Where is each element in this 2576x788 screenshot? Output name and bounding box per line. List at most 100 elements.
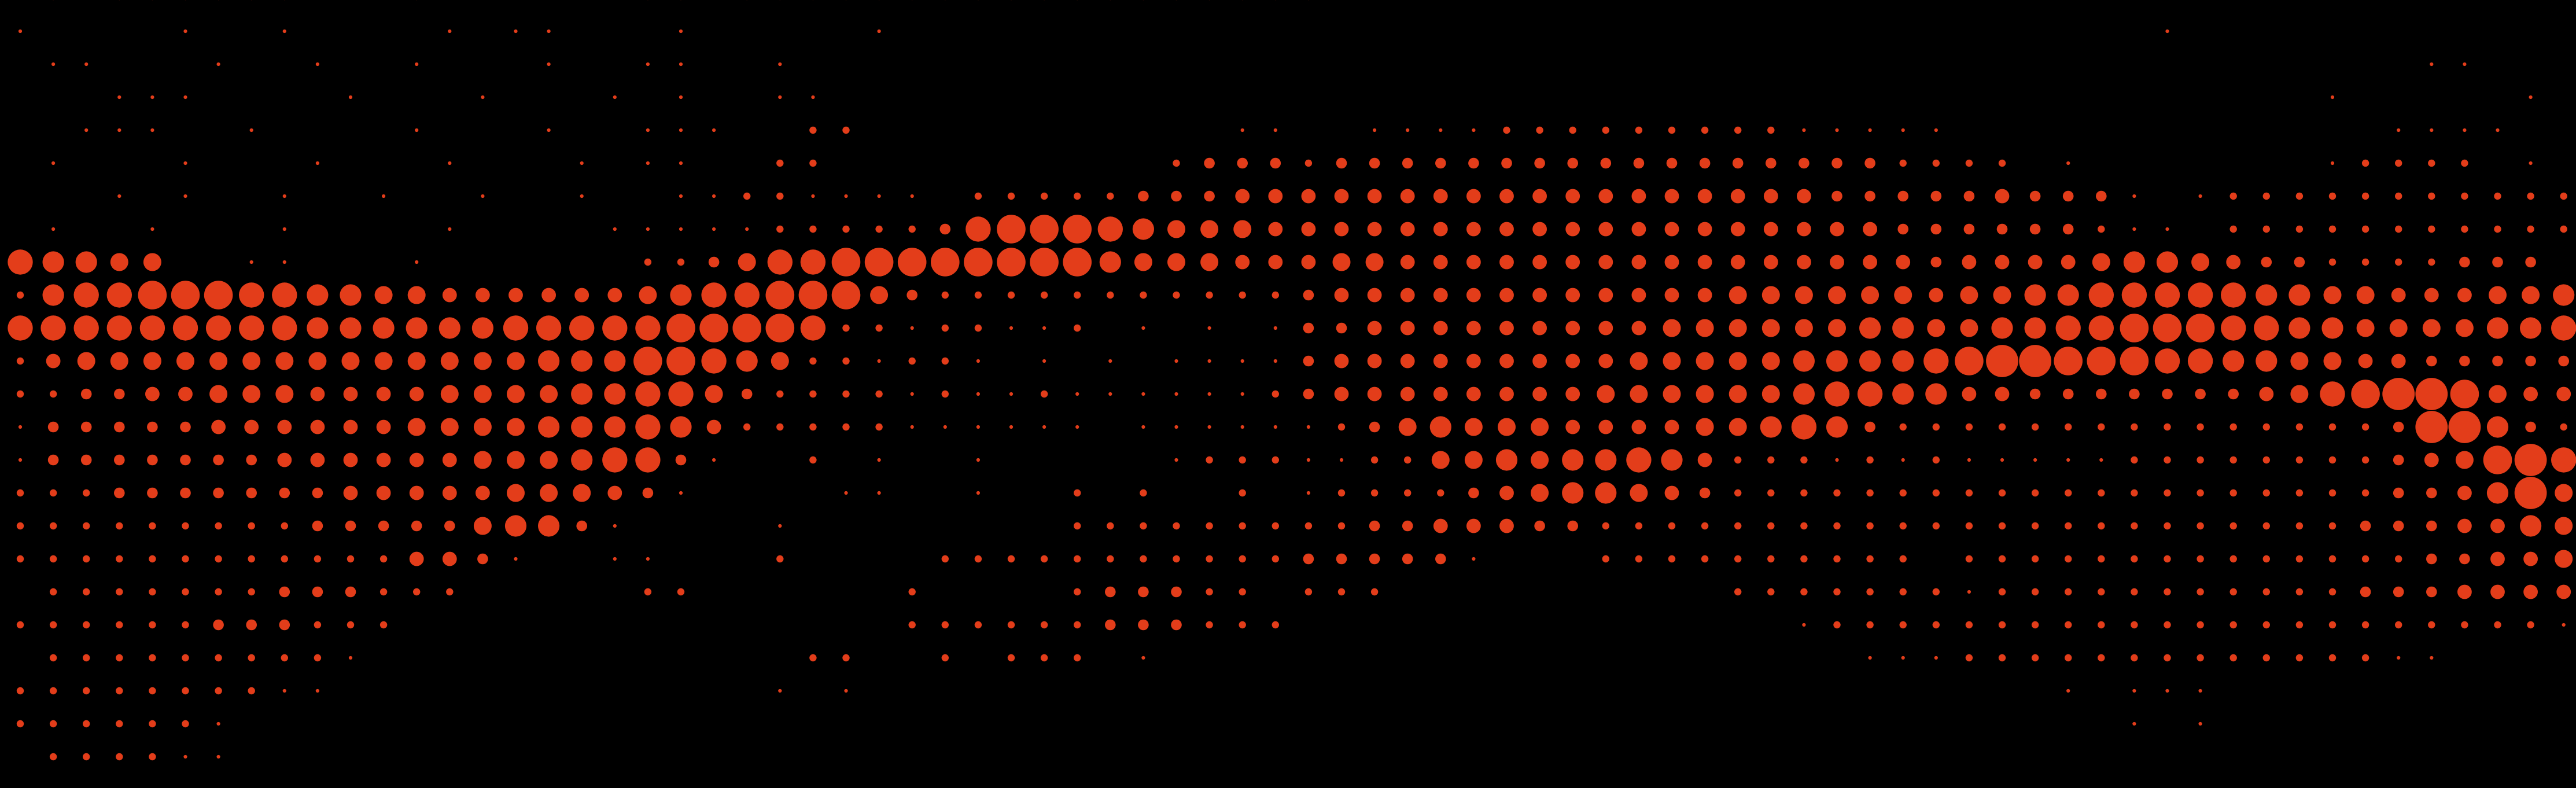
halftone-dot xyxy=(110,253,128,271)
halftone-dot xyxy=(1696,385,1714,403)
halftone-dot xyxy=(2262,456,2270,464)
halftone-dot xyxy=(374,286,393,304)
halftone-dot xyxy=(1965,489,1973,497)
halftone-dot xyxy=(1400,354,1415,369)
halftone-dot xyxy=(1400,255,1415,270)
halftone-dot xyxy=(2164,489,2171,497)
halftone-dot xyxy=(573,484,591,502)
halftone-dot xyxy=(1367,354,1382,369)
halftone-dot xyxy=(1831,190,1842,202)
halftone-dot xyxy=(2494,192,2501,200)
halftone-dot xyxy=(1797,189,1811,204)
halftone-dot xyxy=(547,29,551,34)
halftone-dot xyxy=(1602,555,1609,563)
halftone-dot xyxy=(864,248,894,277)
halftone-dot xyxy=(1466,288,1481,303)
halftone-dot xyxy=(1301,255,1316,270)
halftone-dot xyxy=(1835,458,1839,462)
halftone-dot xyxy=(1040,555,1048,563)
halftone-dot xyxy=(182,522,189,530)
halftone-dot xyxy=(767,249,793,275)
halftone-dot xyxy=(1239,489,1246,497)
halftone-dot xyxy=(2229,555,2237,563)
halftone-dot xyxy=(2551,447,2576,473)
halftone-dot xyxy=(1306,458,1310,462)
halftone-dot xyxy=(2295,555,2304,563)
halftone-dot xyxy=(1400,222,1415,237)
halftone-dot xyxy=(1998,489,2006,497)
halftone-dot xyxy=(571,350,593,372)
halftone-dot xyxy=(1332,253,1351,271)
halftone-dot xyxy=(1701,522,1709,530)
halftone-dot xyxy=(182,687,189,695)
halftone-dot xyxy=(2065,588,2072,596)
halftone-dot xyxy=(1009,326,1014,330)
halftone-dot xyxy=(2223,350,2245,372)
halftone-dot xyxy=(2288,317,2310,339)
halftone-dot xyxy=(2430,62,2434,67)
halftone-dot xyxy=(2527,192,2534,200)
halftone-dot xyxy=(239,282,264,308)
halftone-dot xyxy=(1766,157,1777,169)
halftone-dot xyxy=(2556,584,2571,599)
halftone-dot xyxy=(569,315,595,341)
halftone-dot xyxy=(2525,256,2536,268)
halftone-dot xyxy=(343,452,358,467)
halftone-dot xyxy=(1132,218,1154,240)
halftone-dot xyxy=(1565,321,1580,336)
halftone-dot xyxy=(2486,317,2509,339)
halftone-dot xyxy=(2397,128,2401,132)
halftone-dot xyxy=(1367,288,1382,303)
halftone-dot xyxy=(908,621,916,629)
halftone-dot xyxy=(712,128,716,132)
halftone-dot xyxy=(1664,189,1679,204)
halftone-dot xyxy=(49,621,57,629)
halftone-dot xyxy=(1304,522,1313,530)
halftone-dot xyxy=(2164,522,2171,530)
halftone-dot xyxy=(1074,324,1081,332)
halftone-dot xyxy=(1107,522,1114,530)
halftone-dot xyxy=(540,451,558,469)
halftone-dot xyxy=(1732,157,1744,169)
halftone-dot xyxy=(1337,522,1346,530)
halftone-dot xyxy=(1998,555,2006,563)
halftone-dot xyxy=(1433,222,1448,237)
halftone-dot xyxy=(2132,688,2136,693)
halftone-dot xyxy=(642,487,654,499)
halftone-dot xyxy=(2562,623,2566,627)
halftone-dot xyxy=(481,95,485,100)
halftone-dot xyxy=(1802,623,1806,627)
halftone-dot xyxy=(18,425,23,429)
halftone-dot xyxy=(2031,555,2039,563)
halftone-dot xyxy=(2522,286,2540,304)
halftone-dot xyxy=(2129,388,2140,400)
halftone-dot xyxy=(646,227,650,231)
halftone-dot xyxy=(348,95,353,100)
halftone-dot xyxy=(116,687,123,695)
halftone-dot xyxy=(2358,354,2373,369)
halftone-dot xyxy=(1466,189,1481,204)
halftone-dot xyxy=(442,288,457,303)
halftone-dot xyxy=(2360,586,2371,598)
halftone-dot xyxy=(2525,421,2536,433)
halftone-dot xyxy=(415,62,419,67)
halftone-dot xyxy=(1967,458,1971,462)
halftone-dot xyxy=(2197,654,2204,662)
halftone-dot xyxy=(604,383,626,405)
halftone-dot xyxy=(2165,688,2169,693)
halftone-dot xyxy=(1998,588,2006,596)
halftone-dot xyxy=(1635,126,1643,134)
halftone-dot xyxy=(315,688,320,693)
halftone-dot xyxy=(376,386,391,402)
halftone-dot xyxy=(1240,425,1244,429)
halftone-dot xyxy=(1369,421,1380,433)
halftone-dot xyxy=(2087,347,2116,375)
halftone-dot xyxy=(1598,222,1613,237)
halftone-dot xyxy=(8,249,33,275)
halftone-dot xyxy=(2424,288,2439,303)
halftone-dot xyxy=(481,194,485,198)
halftone-dot xyxy=(877,458,881,462)
halftone-dot xyxy=(2098,555,2105,563)
halftone-dot xyxy=(2197,621,2204,629)
halftone-dot xyxy=(2028,255,2043,270)
